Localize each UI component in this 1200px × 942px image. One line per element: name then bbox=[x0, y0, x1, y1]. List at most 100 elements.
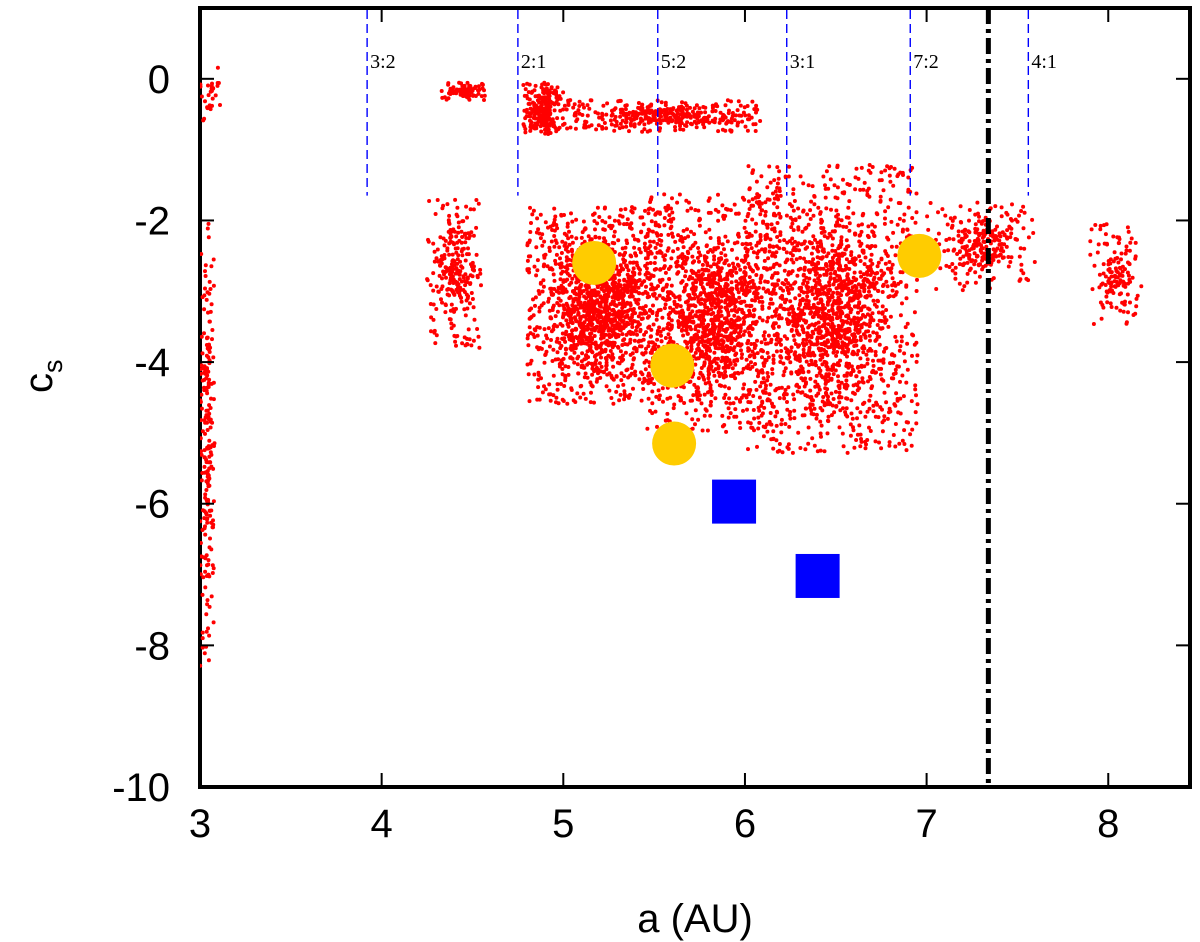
data-point bbox=[697, 250, 701, 255]
data-point bbox=[534, 245, 539, 250]
data-point bbox=[783, 422, 788, 426]
data-point bbox=[200, 636, 205, 641]
data-point bbox=[205, 598, 210, 603]
data-point bbox=[569, 211, 573, 216]
data-point bbox=[439, 297, 443, 302]
data-point bbox=[831, 397, 836, 401]
data-point bbox=[585, 113, 590, 118]
data-point bbox=[632, 124, 637, 129]
data-point bbox=[466, 294, 471, 299]
data-point bbox=[700, 338, 705, 343]
data-point bbox=[645, 129, 650, 134]
data-point bbox=[715, 332, 720, 337]
data-point bbox=[620, 107, 625, 112]
data-point bbox=[791, 333, 796, 338]
data-point bbox=[720, 355, 725, 360]
data-point bbox=[200, 449, 204, 454]
data-point bbox=[466, 95, 471, 100]
data-point bbox=[458, 90, 463, 95]
data-point bbox=[752, 416, 757, 421]
data-point bbox=[880, 429, 885, 434]
data-point bbox=[476, 88, 481, 93]
data-point bbox=[592, 288, 597, 293]
data-point bbox=[777, 246, 782, 251]
data-point bbox=[824, 271, 829, 276]
data-point bbox=[690, 254, 695, 259]
data-point bbox=[673, 310, 678, 315]
data-point bbox=[628, 392, 632, 397]
data-point bbox=[203, 431, 207, 436]
data-point bbox=[873, 338, 878, 343]
data-point bbox=[620, 332, 625, 337]
data-point bbox=[769, 422, 774, 427]
data-point bbox=[838, 358, 843, 363]
data-point bbox=[561, 315, 565, 320]
data-point bbox=[705, 311, 710, 316]
data-point bbox=[548, 392, 553, 397]
data-point bbox=[535, 268, 540, 273]
data-point bbox=[638, 215, 643, 220]
data-point bbox=[766, 315, 771, 320]
data-point bbox=[446, 82, 451, 87]
data-point bbox=[895, 222, 900, 227]
data-point bbox=[208, 309, 213, 314]
data-point bbox=[685, 120, 690, 125]
data-point bbox=[765, 371, 770, 375]
data-point bbox=[650, 340, 655, 345]
data-point bbox=[723, 234, 728, 239]
data-point bbox=[640, 291, 645, 296]
data-point bbox=[759, 340, 764, 345]
data-point bbox=[609, 396, 614, 400]
data-point bbox=[723, 369, 728, 374]
data-point bbox=[776, 278, 781, 283]
data-point bbox=[588, 380, 593, 385]
data-point bbox=[469, 230, 474, 235]
data-point bbox=[760, 370, 765, 375]
data-point bbox=[675, 271, 680, 276]
data-point bbox=[589, 123, 594, 128]
data-point bbox=[526, 254, 531, 259]
data-point bbox=[547, 111, 552, 116]
data-point bbox=[734, 414, 739, 419]
data-point bbox=[659, 339, 664, 344]
data-point bbox=[678, 304, 683, 309]
data-point bbox=[625, 272, 630, 277]
data-point bbox=[208, 450, 213, 455]
data-point bbox=[738, 267, 743, 272]
data-point bbox=[455, 240, 460, 245]
data-point bbox=[759, 174, 764, 179]
data-point bbox=[672, 402, 677, 407]
data-point bbox=[676, 310, 681, 315]
data-point bbox=[580, 102, 585, 107]
data-point bbox=[663, 418, 668, 423]
data-point bbox=[625, 313, 630, 318]
data-point bbox=[587, 285, 591, 290]
data-point bbox=[638, 267, 642, 272]
data-point bbox=[727, 263, 731, 268]
data-point bbox=[574, 217, 579, 222]
data-point bbox=[551, 373, 556, 378]
data-point bbox=[602, 236, 606, 241]
data-point bbox=[694, 385, 699, 390]
data-point bbox=[762, 249, 767, 254]
data-point bbox=[468, 233, 472, 238]
data-point bbox=[698, 393, 702, 398]
data-point bbox=[814, 393, 819, 398]
data-point bbox=[695, 255, 700, 260]
data-point bbox=[447, 221, 452, 226]
data-point bbox=[771, 446, 776, 451]
data-point bbox=[210, 571, 215, 575]
data-point bbox=[765, 319, 770, 324]
data-point bbox=[543, 387, 548, 392]
data-point bbox=[729, 308, 734, 313]
data-point bbox=[537, 309, 542, 314]
data-point bbox=[648, 408, 652, 413]
data-point bbox=[718, 322, 722, 326]
data-point bbox=[207, 279, 212, 284]
data-point bbox=[697, 309, 702, 314]
data-point bbox=[600, 218, 605, 223]
data-point bbox=[797, 356, 802, 361]
data-point bbox=[871, 330, 876, 335]
data-point bbox=[897, 441, 902, 446]
data-point bbox=[647, 116, 651, 121]
